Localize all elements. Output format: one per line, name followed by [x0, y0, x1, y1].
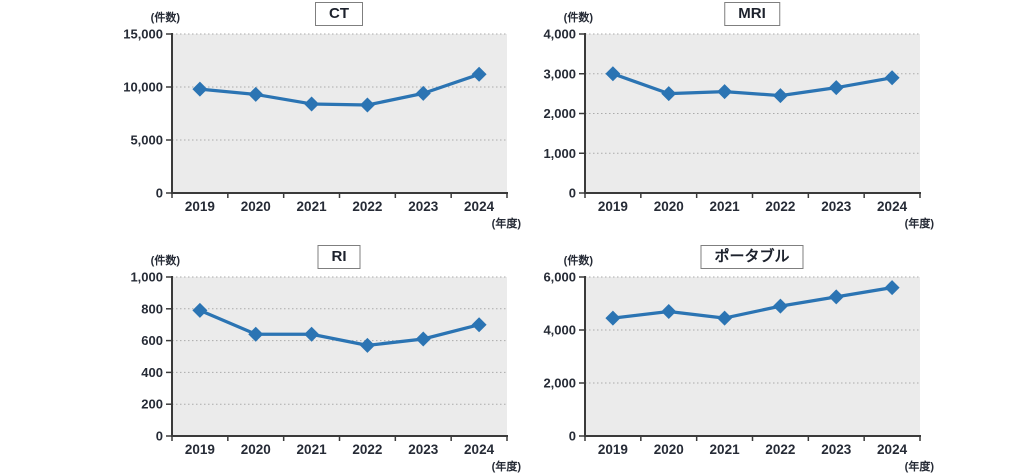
chart-plot-ct: 0 5,000 10,000 15,000 2019 2020 2021 2022 2023 20…	[123, 10, 522, 230]
x-tick-label: 2023	[821, 199, 852, 214]
data-point-marker	[605, 310, 621, 326]
data-point-marker	[192, 81, 208, 97]
x-tick-label: 2024	[464, 199, 495, 214]
y-tick-label: 2,000	[543, 376, 576, 391]
data-point-marker	[192, 302, 208, 318]
x-tick-label: 2020	[654, 442, 684, 457]
chart-plot-mri: 0 1,000 2,000 3,000 4,000 2019 2020 2021 2022 202…	[543, 10, 935, 230]
x-unit-label: (年度)	[905, 216, 935, 230]
y-tick-label: 0	[569, 186, 576, 201]
y-tick-label: 600	[141, 333, 163, 348]
x-tick-label: 2022	[352, 199, 382, 214]
data-line	[612, 72, 893, 98]
data-point-marker	[359, 97, 375, 113]
plot-area	[585, 34, 920, 193]
chart-title-ri: RI	[317, 245, 361, 270]
data-point-marker	[471, 66, 487, 82]
y-tick-label: 10,000	[123, 80, 163, 95]
chart-ct: 0 5,000 10,000 15,000 2019 2020 2021 2022 2023 20…	[100, 0, 560, 235]
chart-title-mri: MRI	[724, 2, 780, 27]
x-unit-label: (年度)	[905, 459, 935, 473]
y-tick-label: 1,000	[130, 270, 163, 285]
data-point-marker	[248, 86, 264, 102]
x-tick-label: 2020	[241, 199, 271, 214]
x-tick-label: 2022	[352, 442, 382, 457]
x-tick-label: 2024	[877, 199, 908, 214]
chart-portable: 0 2,000 4,000 6,000 2019 2020 2021 2022 2023 2024…	[513, 243, 973, 474]
data-point-marker	[304, 326, 320, 342]
y-tick-label: 0	[156, 186, 163, 201]
chart-title-ct: CT	[315, 2, 363, 27]
chart-mri: 0 1,000 2,000 3,000 4,000 2019 2020 2021 2022 202…	[513, 0, 973, 235]
x-tick-label: 2023	[408, 442, 439, 457]
y-tick-label: 15,000	[123, 27, 163, 42]
y-tick-label: 1,000	[543, 146, 576, 161]
plot-area	[585, 277, 920, 436]
data-line	[199, 308, 480, 347]
y-tick-label: 3,000	[543, 66, 576, 81]
data-point-marker	[359, 337, 375, 353]
y-tick-label: 6,000	[543, 270, 576, 285]
x-tick-label: 2019	[598, 442, 628, 457]
chart-plot-ri: 0 200 400 600 800 1,000 2019 2020 2021 2022 2023 20…	[130, 253, 522, 473]
data-point-marker	[605, 66, 621, 82]
x-tick-label: 2021	[297, 442, 328, 457]
x-tick-label: 2021	[710, 442, 741, 457]
y-unit-label: (件数)	[564, 10, 594, 24]
plot-area	[172, 34, 507, 193]
data-point-marker	[415, 85, 431, 101]
data-point-marker	[828, 80, 844, 96]
x-unit-label: (年度)	[492, 216, 522, 230]
y-tick-label: 800	[141, 301, 163, 316]
y-tick-label: 2,000	[543, 106, 576, 121]
x-tick-label: 2021	[710, 199, 741, 214]
data-line	[612, 285, 893, 320]
x-tick-label: 2021	[297, 199, 328, 214]
x-tick-label: 2023	[821, 442, 852, 457]
data-point-marker	[772, 298, 788, 314]
data-point-marker	[884, 70, 900, 86]
x-tick-label: 2022	[765, 442, 795, 457]
y-unit-label: (件数)	[151, 253, 181, 267]
data-point-marker	[304, 96, 320, 112]
y-unit-label: (件数)	[564, 253, 594, 267]
x-tick-label: 2024	[877, 442, 908, 457]
x-tick-label: 2020	[654, 199, 684, 214]
y-tick-label: 4,000	[543, 27, 576, 42]
y-tick-label: 200	[141, 397, 163, 412]
data-point-marker	[471, 317, 487, 333]
chart-plot-portable: 0 2,000 4,000 6,000 2019 2020 2021 2022 2023 2024…	[543, 253, 935, 473]
x-tick-label: 2022	[765, 199, 795, 214]
data-line	[199, 72, 480, 107]
plot-area	[172, 277, 507, 436]
data-point-marker	[717, 310, 733, 326]
data-point-marker	[884, 280, 900, 296]
data-point-marker	[717, 84, 733, 100]
x-unit-label: (年度)	[492, 459, 522, 473]
x-tick-label: 2024	[464, 442, 495, 457]
data-point-marker	[828, 289, 844, 305]
data-point-marker	[248, 326, 264, 342]
data-point-marker	[415, 331, 431, 347]
chart-ri: 0 200 400 600 800 1,000 2019 2020 2021 2022 2023 20…	[100, 243, 560, 474]
chart-title-portable: ポータブル	[700, 245, 804, 270]
y-tick-label: 0	[569, 429, 576, 444]
x-tick-label: 2023	[408, 199, 439, 214]
y-tick-label: 400	[141, 365, 163, 380]
x-tick-label: 2019	[598, 199, 628, 214]
y-tick-label: 4,000	[543, 323, 576, 338]
y-tick-label: 5,000	[130, 133, 163, 148]
data-point-marker	[772, 88, 788, 104]
x-tick-label: 2019	[185, 442, 215, 457]
data-point-marker	[661, 303, 677, 319]
data-point-marker	[661, 86, 677, 102]
y-unit-label: (件数)	[151, 10, 181, 24]
x-tick-label: 2019	[185, 199, 215, 214]
x-tick-label: 2020	[241, 442, 271, 457]
y-tick-label: 0	[156, 429, 163, 444]
